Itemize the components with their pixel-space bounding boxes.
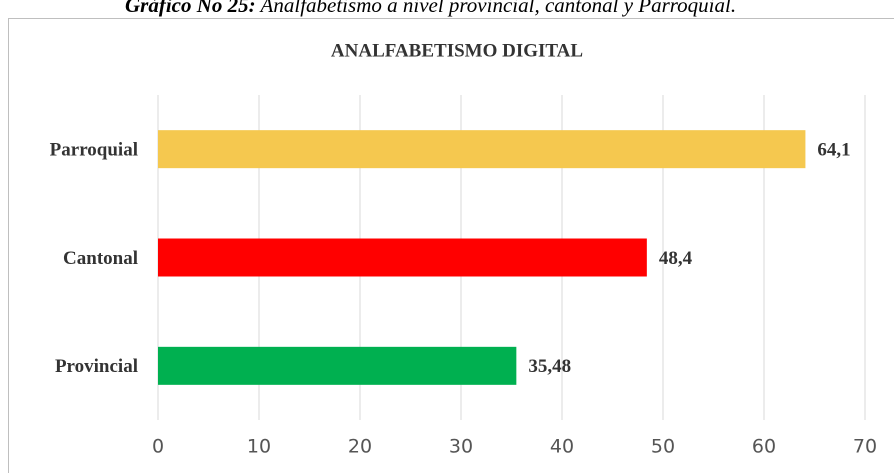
x-tick-label: 30	[449, 436, 473, 458]
value-label: 35,48	[528, 356, 571, 377]
y-tick-label: Parroquial	[50, 140, 138, 161]
y-tick-label: Cantonal	[63, 248, 138, 269]
x-tick-label: 70	[853, 436, 877, 458]
bar	[158, 346, 517, 385]
chart-title: ANALFABETISMO DIGITAL	[331, 40, 583, 61]
caption-text: Analfabetismo a nivel provincial, canton…	[259, 0, 737, 17]
x-tick-label: 20	[348, 436, 372, 458]
x-tick-label: 10	[247, 436, 271, 458]
value-label: 48,4	[659, 248, 693, 269]
x-tick-label: 60	[752, 436, 776, 458]
caption: Gráfico No 25: Analfabetismo a nivel pro…	[125, 0, 736, 17]
x-tick-label: 40	[550, 436, 574, 458]
y-tick-label: Provincial	[55, 356, 138, 377]
bar	[158, 130, 806, 169]
x-tick-label: 50	[651, 436, 675, 458]
x-tick-label: 0	[152, 436, 164, 458]
value-label: 64,1	[817, 140, 850, 161]
caption-label: Gráfico No 25:	[125, 0, 256, 17]
bar	[158, 238, 647, 277]
